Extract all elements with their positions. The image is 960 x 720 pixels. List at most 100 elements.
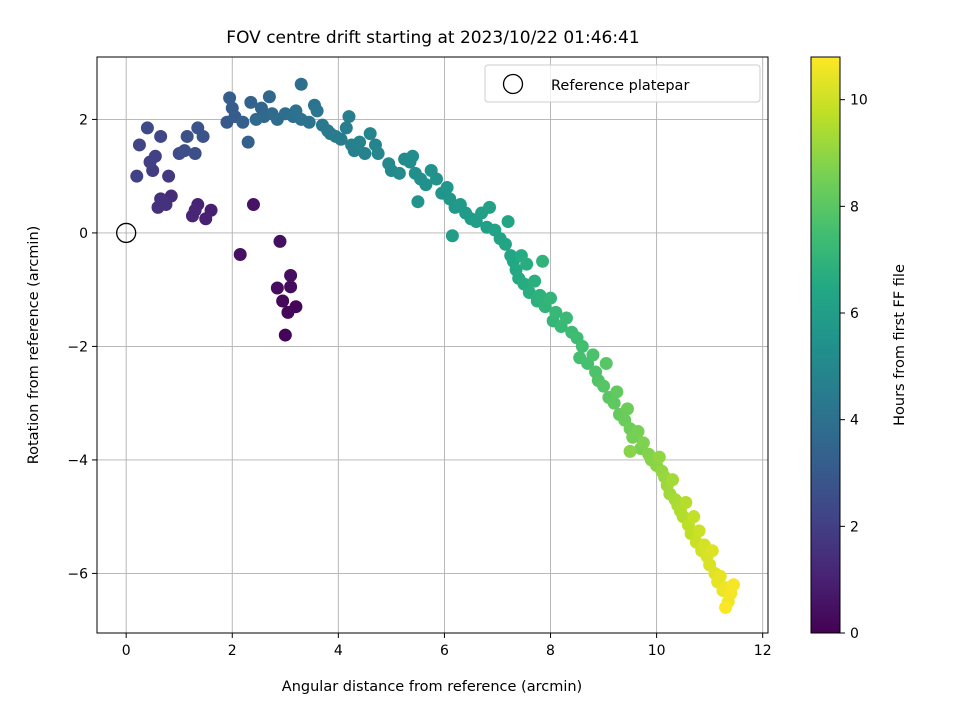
colorbar-frame [810, 56, 841, 634]
data-point [679, 495, 693, 509]
plot-frame [96, 56, 769, 634]
data-point [178, 144, 192, 158]
data-point [130, 169, 144, 183]
reference-marker [116, 222, 137, 244]
colorbar-tick-label: 0 [850, 626, 859, 642]
x-tick-label: 2 [228, 643, 237, 659]
data-point [353, 135, 367, 149]
colorbar-tick-label: 4 [850, 413, 859, 429]
data-point [241, 135, 255, 149]
legend: Reference platepar [484, 64, 761, 103]
y-axis-ticks: −6 −4 −2 0 2 [67, 112, 97, 582]
data-point [371, 146, 385, 160]
colorbar-ticks: 0 2 4 6 8 10 [840, 93, 868, 642]
data-point [276, 294, 290, 308]
data-point [727, 578, 741, 592]
colorbar-label: Hours from first FF file [892, 264, 908, 426]
data-point [607, 396, 621, 410]
data-point [501, 215, 515, 229]
plot-area: 0 2 4 6 8 10 12 −6 −4 −2 0 2 [67, 56, 772, 659]
x-tick-label: 10 [648, 643, 666, 659]
data-point [575, 339, 589, 353]
data-point [342, 110, 356, 124]
data-point [705, 544, 719, 558]
y-tick-label: 2 [79, 112, 88, 128]
data-point [363, 127, 377, 141]
data-point [498, 237, 512, 251]
data-point [636, 436, 650, 450]
data-point [191, 121, 205, 135]
data-point [419, 178, 433, 192]
legend-box [484, 64, 761, 103]
x-tick-label: 4 [334, 643, 343, 659]
data-point [244, 95, 258, 109]
y-tick-label: 0 [79, 226, 88, 242]
data-point [586, 348, 600, 362]
data-point [544, 291, 558, 305]
data-point [445, 229, 459, 243]
data-point [132, 138, 146, 152]
data-point [284, 280, 298, 294]
data-point [262, 90, 276, 104]
data-point [610, 385, 624, 399]
data-point [270, 281, 284, 295]
data-point [719, 600, 733, 614]
y-tick-label: −2 [67, 339, 88, 355]
data-point [533, 288, 547, 302]
data-point [278, 328, 292, 342]
data-point [483, 200, 497, 214]
data-point [411, 195, 425, 209]
data-point [528, 274, 542, 288]
data-point [294, 77, 308, 91]
data-point [302, 115, 316, 129]
y-axis-label: Rotation from reference (arcmin) [26, 226, 42, 465]
data-point [536, 254, 550, 268]
data-point [652, 450, 666, 464]
x-axis-ticks: 0 2 4 6 8 10 12 [122, 633, 772, 659]
data-point [273, 234, 287, 248]
data-point [310, 104, 324, 118]
legend-label-reference: Reference platepar [551, 78, 689, 94]
data-point [148, 149, 162, 163]
data-point [406, 149, 420, 163]
data-point [233, 247, 247, 261]
y-tick-label: −4 [67, 453, 88, 469]
x-axis-label: Angular distance from reference (arcmin) [282, 679, 582, 695]
data-point [392, 166, 406, 180]
legend-marker-reference [502, 73, 524, 95]
x-tick-label: 12 [754, 643, 772, 659]
x-tick-label: 8 [546, 643, 555, 659]
data-point [620, 402, 634, 416]
data-point [154, 129, 168, 143]
data-point [199, 212, 213, 226]
chart-title: FOV centre drift starting at 2023/10/22 … [226, 28, 639, 48]
reference-layer [116, 222, 137, 244]
data-point [246, 198, 260, 212]
data-point [549, 305, 563, 319]
y-tick-label: −6 [67, 566, 88, 582]
data-point [159, 198, 173, 212]
data-point [225, 101, 239, 115]
data-point [631, 425, 645, 439]
data-point [623, 444, 637, 458]
data-point [180, 129, 194, 143]
data-point [597, 379, 611, 393]
data-point [666, 473, 680, 487]
data-point [140, 121, 154, 135]
colorbar: 0 2 4 6 8 10 Hours from first FF file [810, 56, 908, 642]
data-point [188, 146, 202, 160]
colorbar-tick-label: 8 [850, 199, 859, 215]
data-point [559, 311, 573, 325]
data-point [440, 181, 454, 195]
scatter-points [130, 77, 741, 614]
data-point [334, 132, 348, 146]
data-point [162, 169, 176, 183]
grid-lines [97, 57, 768, 633]
data-point [223, 91, 237, 105]
data-point [284, 268, 298, 282]
data-point [687, 510, 701, 524]
data-point [599, 356, 613, 370]
data-point [713, 569, 727, 583]
